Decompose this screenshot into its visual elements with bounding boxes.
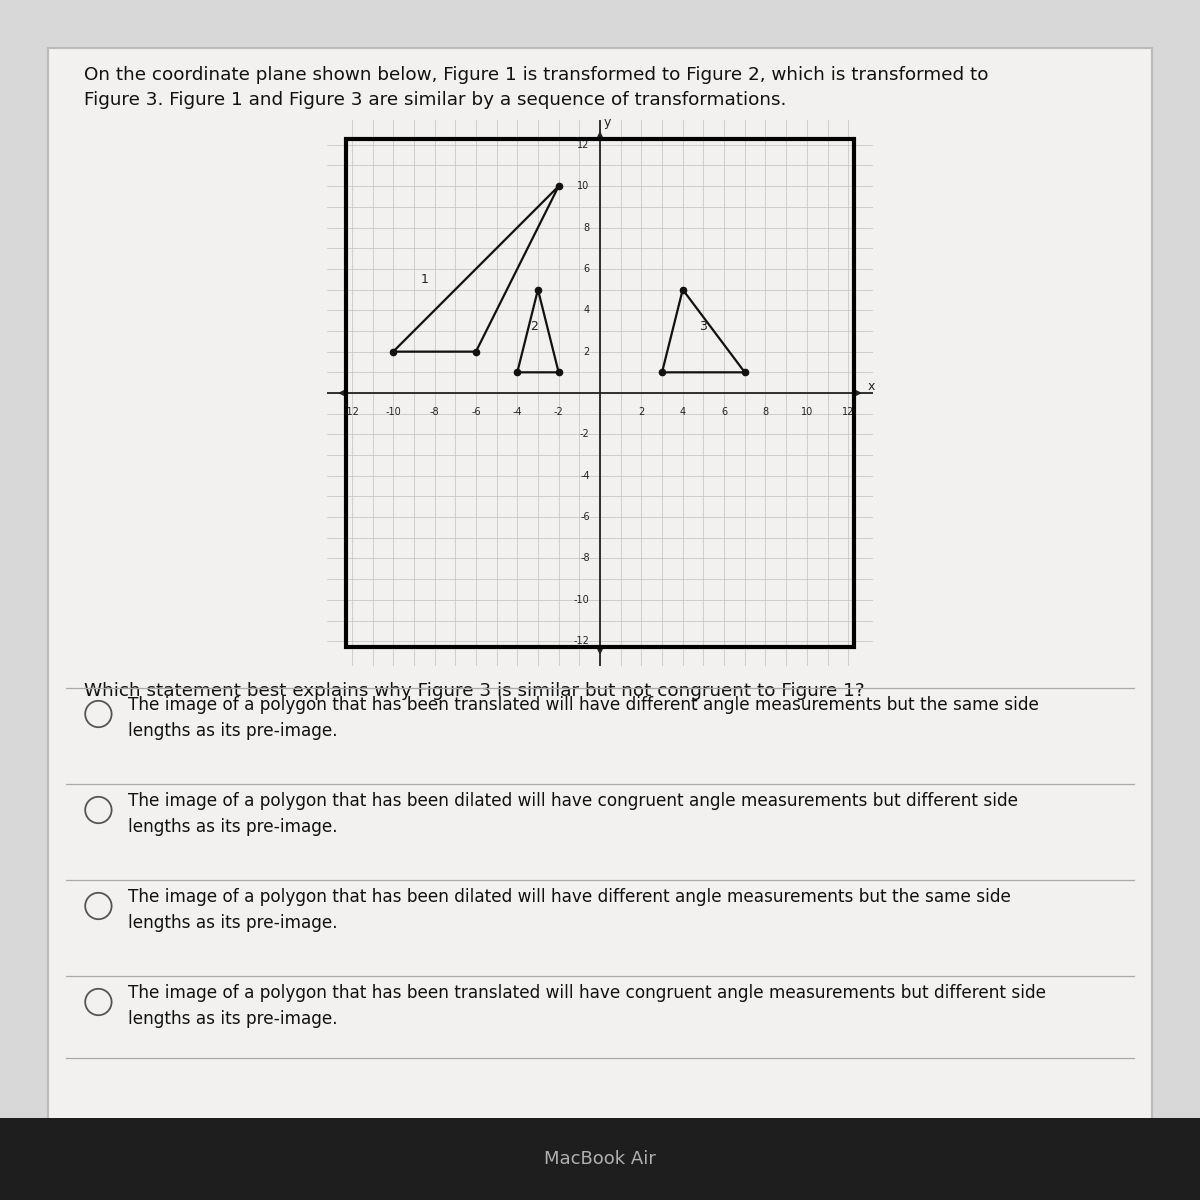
Text: 6: 6 [583,264,589,274]
Text: 3: 3 [700,320,707,334]
Bar [0,1118,1200,1200]
Text: -6: -6 [580,512,589,522]
Text: -12: -12 [344,408,360,418]
Text: 10: 10 [577,181,589,191]
Text: On the coordinate plane shown below, Figure 1 is transformed to Figure 2, which : On the coordinate plane shown below, Fig… [84,66,989,109]
Text: x: x [868,380,875,394]
Text: 1: 1 [420,272,428,286]
Text: -4: -4 [580,470,589,481]
Text: 12: 12 [577,140,589,150]
Text: 8: 8 [762,408,768,418]
Text: -8: -8 [580,553,589,564]
Text: -4: -4 [512,408,522,418]
Text: 12: 12 [842,408,854,418]
Text: The image of a polygon that has been translated will have congruent angle measur: The image of a polygon that has been tra… [128,984,1046,1027]
Text: 4: 4 [583,305,589,316]
Text: -8: -8 [430,408,439,418]
Text: MacBook Air: MacBook Air [544,1150,656,1169]
Text: 2: 2 [638,408,644,418]
Text: The image of a polygon that has been translated will have different angle measur: The image of a polygon that has been tra… [128,696,1039,739]
Text: 2: 2 [583,347,589,356]
Text: -2: -2 [580,430,589,439]
Text: -6: -6 [472,408,481,418]
Text: The image of a polygon that has been dilated will have congruent angle measureme: The image of a polygon that has been dil… [128,792,1019,835]
Text: 6: 6 [721,408,727,418]
Text: -10: -10 [574,595,589,605]
Text: The image of a polygon that has been dilated will have different angle measureme: The image of a polygon that has been dil… [128,888,1012,931]
FancyBboxPatch shape [48,48,1152,1140]
Text: Which statement best explains why Figure 3 is similar but not congruent to Figur: Which statement best explains why Figure… [84,682,865,700]
Text: 8: 8 [583,222,589,233]
Text: 2: 2 [530,320,538,334]
Text: 4: 4 [679,408,685,418]
Text: 10: 10 [800,408,812,418]
Text: -2: -2 [553,408,564,418]
Text: y: y [604,115,611,128]
Text: -12: -12 [574,636,589,646]
Text: -10: -10 [385,408,401,418]
